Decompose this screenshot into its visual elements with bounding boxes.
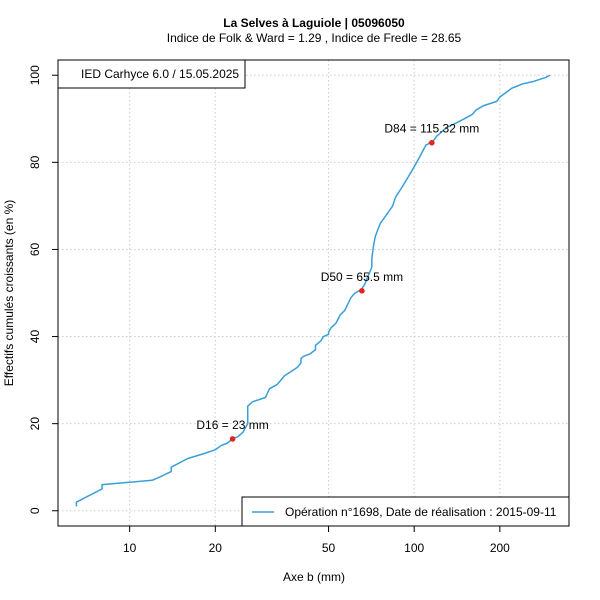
percentile-marker	[229, 436, 236, 442]
info-box-text: IED Carhyce 6.0 / 15.05.2025	[81, 67, 239, 81]
grid	[58, 60, 569, 526]
x-tick-label: 10	[123, 541, 137, 555]
x-axis-title: Axe b (mm)	[283, 570, 345, 584]
series-layer	[75, 74, 551, 507]
chart-subtitle: Indice de Folk & Ward = 1.29 , Indice de…	[167, 31, 462, 45]
percentile-label: D84 = 115.32 mm	[384, 122, 479, 136]
marker-layer: D16 = 23 mm D50 = 65.5 mm D84 = 115.32 mm	[196, 122, 479, 442]
y-tick-label: 40	[28, 330, 42, 344]
y-axis-title: Effectifs cumulés croissants (en %)	[2, 200, 16, 387]
y-tick-label: 60	[28, 242, 42, 256]
info-box: IED Carhyce 6.0 / 15.05.2025	[57, 59, 246, 89]
chart-title: La Selves à Laguiole | 05096050	[223, 16, 405, 30]
legend: Opération n°1698, Date de réalisation : …	[241, 496, 570, 527]
percentile-marker	[359, 288, 365, 294]
plot-frame	[57, 59, 570, 527]
x-axis: 10 20 50 100 200	[123, 526, 510, 555]
x-tick-label: 20	[209, 541, 223, 555]
legend-entry: Opération n°1698, Date de réalisation : …	[285, 505, 557, 519]
x-tick-label: 200	[490, 541, 510, 555]
percentile-label: D50 = 65.5 mm	[321, 270, 403, 284]
percentile-marker	[429, 139, 435, 146]
legend-frame	[241, 496, 570, 527]
percentile-label: D16 = 23 mm	[196, 418, 268, 432]
y-tick-label: 80	[28, 155, 42, 169]
y-tick-label: 0	[28, 507, 42, 514]
y-tick-label: 100	[28, 65, 42, 85]
info-box-frame	[57, 59, 246, 89]
y-tick-label: 20	[28, 417, 42, 431]
series-line	[75, 74, 551, 507]
x-tick-label: 100	[404, 541, 424, 555]
x-tick-label: 50	[322, 541, 336, 555]
y-axis: 0 20 40 60 80 100	[28, 65, 58, 514]
